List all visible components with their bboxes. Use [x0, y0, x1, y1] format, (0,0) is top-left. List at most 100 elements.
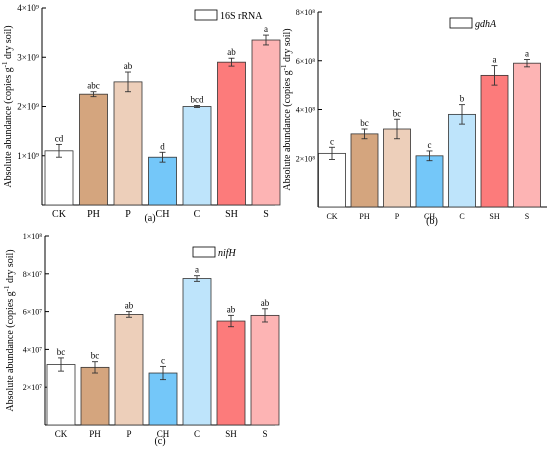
- significance-label: ab: [124, 61, 133, 71]
- bar-ck: [318, 152, 346, 208]
- chart-panel-a: 1×10⁹ 2×10⁹ 3×10⁹ 4×10⁹ Absolute abundance (…: [1, 3, 281, 224]
- y-tick-label: 1×10⁹: [17, 151, 39, 161]
- significance-label: bc: [360, 118, 369, 128]
- x-tick-label: CH: [424, 212, 435, 221]
- legend-label: gdhA: [475, 19, 497, 30]
- bar-c: [448, 113, 476, 208]
- chart-panel-c: 2×10⁷ 4×10⁷ 6×10⁷ 8×10⁷ 1×10⁸ Absolute abunda…: [3, 232, 280, 447]
- significance-label: a: [195, 265, 199, 275]
- significance-label: ab: [125, 301, 134, 311]
- significance-label: bc: [393, 108, 402, 118]
- legend-swatch: [194, 9, 218, 21]
- bar-ck: [46, 364, 76, 426]
- legend-swatch: [192, 246, 216, 258]
- y-axis-title-end: dry soil): [282, 28, 293, 64]
- x-tick-label: SH: [489, 212, 499, 221]
- x-tick-label: S: [263, 209, 269, 220]
- x-tick-label: P: [126, 429, 131, 439]
- panel-label: (b): [426, 216, 438, 227]
- significance-label: ab: [227, 304, 236, 314]
- significance-label: b: [460, 94, 465, 104]
- x-tick-label: SH: [225, 429, 237, 439]
- x-tick-label: PH: [359, 212, 369, 221]
- y-axis-title-main: Absolute abundance (copies g: [282, 70, 293, 190]
- significance-label: a: [264, 24, 268, 34]
- bar-sh: [217, 61, 246, 206]
- significance-label: bc: [57, 347, 66, 357]
- bar-p: [383, 128, 411, 208]
- x-tick-label: P: [395, 212, 400, 221]
- bar-ph: [80, 366, 110, 426]
- significance-label: ab: [261, 298, 270, 308]
- x-tick-label: CK: [52, 209, 67, 220]
- y-tick-label: 4×10⁸: [296, 106, 316, 115]
- y-axis-title: Absolute abundance (copies g-1 dry soil): [280, 28, 293, 190]
- bar-p: [113, 81, 143, 206]
- legend-swatch: [449, 17, 473, 29]
- significance-label: bcd: [191, 95, 204, 105]
- bar-ck: [44, 150, 74, 206]
- bar-ph: [79, 93, 108, 206]
- x-tick-label: PH: [89, 429, 101, 439]
- significance-label: a: [493, 55, 497, 65]
- x-tick-label: CK: [55, 429, 68, 439]
- y-axis-title: Absolute abundance (copies g-1 dry soil): [3, 249, 16, 411]
- significance-label: bc: [91, 351, 100, 361]
- y-axis-title-superscript: -1: [3, 285, 11, 291]
- x-tick-label: PH: [87, 209, 100, 220]
- y-tick-label: 6×10⁸: [296, 57, 316, 66]
- y-tick-label: 2×10⁹: [17, 102, 39, 112]
- y-tick-label: 2×10⁸: [296, 154, 316, 163]
- x-tick-label: CH: [157, 429, 170, 439]
- bar-c: [182, 106, 212, 206]
- x-tick-label: CK: [326, 212, 337, 221]
- x-tick-label: C: [194, 209, 201, 220]
- y-axis-title: Absolute abundance (copies g-1 dry soil): [1, 25, 14, 187]
- significance-label: d: [160, 141, 165, 151]
- bar-ch: [148, 156, 177, 206]
- x-tick-label: P: [125, 209, 131, 220]
- y-tick-label: 8×10⁸: [296, 8, 316, 17]
- bar-p: [114, 314, 144, 426]
- bar-ch: [415, 155, 444, 208]
- significance-label: ab: [227, 47, 236, 57]
- y-tick-label: 8×10⁷: [23, 270, 43, 279]
- y-tick-label: 2×10⁷: [23, 383, 43, 392]
- significance-label: c: [161, 355, 165, 365]
- bar-s: [513, 62, 541, 208]
- x-tick-label: S: [262, 429, 267, 439]
- x-tick-label: CH: [156, 209, 170, 220]
- bar-ch: [148, 372, 178, 426]
- y-tick-label: 6×10⁷: [23, 308, 43, 317]
- bar-s: [250, 314, 280, 426]
- y-axis-title-superscript: -1: [1, 61, 9, 67]
- bar-sh: [216, 320, 246, 426]
- bar-c: [182, 278, 212, 426]
- bar-sh: [480, 74, 509, 208]
- x-tick-label: C: [194, 429, 200, 439]
- significance-label: c: [330, 136, 334, 146]
- panel-label: (a): [144, 213, 155, 224]
- legend-label: nifH: [218, 248, 237, 259]
- y-tick-label: 4×10⁹: [17, 3, 39, 13]
- y-tick-label: 1×10⁸: [23, 232, 43, 241]
- panel-label: (c): [154, 436, 165, 447]
- y-axis-title-main: Absolute abundance (copies g: [5, 291, 16, 411]
- significance-label: cd: [55, 133, 64, 143]
- legend-label: 16S rRNA: [220, 11, 263, 22]
- x-tick-label: SH: [225, 209, 238, 220]
- chart-panel-b: 2×10⁸ 4×10⁸ 6×10⁸ 8×10⁸ Absolute abundance (…: [280, 8, 547, 227]
- x-tick-label: C: [459, 212, 464, 221]
- y-tick-label: 4×10⁷: [23, 345, 43, 354]
- significance-label: a: [525, 49, 529, 59]
- y-tick-label: 3×10⁹: [17, 52, 39, 62]
- y-axis-title-main: Absolute abundance (copies g: [3, 67, 14, 187]
- y-axis-title-end: dry soil): [3, 25, 14, 61]
- bar-ph: [350, 133, 379, 208]
- bar-s: [251, 39, 281, 206]
- significance-label: abc: [87, 81, 100, 91]
- y-axis-title-superscript: -1: [280, 64, 288, 70]
- significance-label: c: [428, 140, 432, 150]
